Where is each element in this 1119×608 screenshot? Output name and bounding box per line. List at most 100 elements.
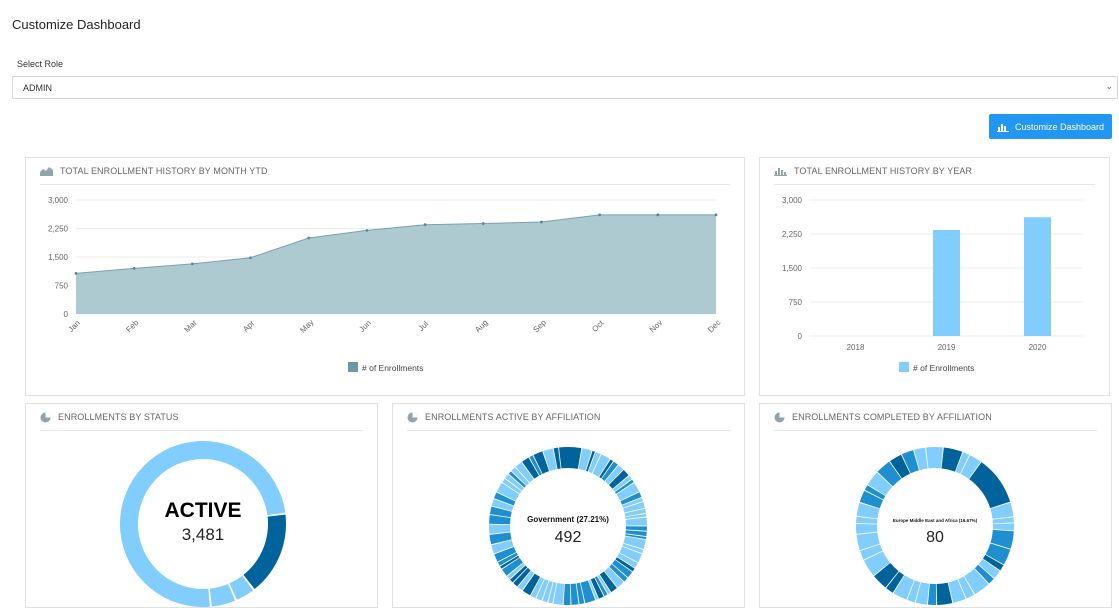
- donut-slice: [992, 523, 1014, 531]
- donut-slice: [864, 485, 886, 500]
- y-tick-label: 750: [789, 298, 803, 307]
- donut-slice: [553, 447, 561, 469]
- y-tick-label: 1,500: [782, 264, 803, 273]
- donut-center-value: 3,481: [182, 525, 225, 544]
- donut-slice: [491, 540, 514, 554]
- x-tick-label: May: [298, 318, 315, 335]
- card-title: ENROLLMENTS BY STATUS: [58, 412, 179, 422]
- x-tick-label: Aug: [473, 318, 489, 334]
- donut-slice: [543, 448, 557, 471]
- donut-slice: [489, 524, 511, 534]
- donut-slice: [856, 516, 878, 524]
- donut-slice: [964, 568, 989, 595]
- donut-slice: [496, 482, 520, 501]
- card-header: TOTAL ENROLLMENT HISTORY BY MONTH YTD: [40, 158, 730, 185]
- donut-slice: [505, 474, 525, 491]
- pie-chart-icon: [40, 412, 51, 422]
- donut-slice: [907, 580, 921, 603]
- y-tick-label: 3,000: [782, 196, 803, 205]
- donut-slice: [622, 543, 644, 554]
- pie-chart-icon: [407, 412, 418, 422]
- donut-slice: [494, 546, 517, 562]
- active-affiliation-donut-chart: Government (27.21%) 492: [489, 447, 647, 605]
- x-tick-label: Feb: [124, 318, 141, 335]
- donut-slice: [594, 576, 608, 597]
- donut-slice: [502, 478, 522, 494]
- donut-slice: [553, 582, 565, 605]
- donut-slice: [620, 492, 642, 505]
- donut-center-label: ACTIVE: [164, 499, 241, 522]
- donut-slice: [625, 517, 647, 526]
- card-enrollments-by-status: ENROLLMENTS BY STATUS ACTIVE 3,481: [25, 403, 378, 608]
- donut-slice: [625, 526, 647, 531]
- donut-center-value: 492: [555, 529, 582, 546]
- x-tick-label: Mar: [183, 318, 199, 334]
- card-enrollment-by-month: TOTAL ENROLLMENT HISTORY BY MONTH YTD 3,…: [25, 157, 745, 396]
- donut-slice: [625, 534, 647, 540]
- donut-slice: [612, 559, 633, 578]
- card-header: ENROLLMENTS BY STATUS: [40, 404, 363, 431]
- year-bar-chart: 3,000 2,250 1,500 750 0 2018 2019 2020 # of Enro…: [782, 196, 1083, 373]
- donut-slice: [856, 532, 880, 551]
- donut-slice: [489, 506, 512, 518]
- donut-slice: [497, 552, 518, 566]
- donut-slice: [901, 450, 919, 474]
- donut-slice: [533, 451, 550, 474]
- x-tick-label: Dec: [706, 318, 722, 334]
- donut-slice: [612, 475, 632, 492]
- donut-slice: [580, 580, 596, 604]
- donut-slice: [914, 447, 928, 471]
- card-title: TOTAL ENROLLMENT HISTORY BY YEAR: [794, 166, 973, 176]
- data-point: [365, 229, 369, 232]
- donut-slice: [992, 517, 1014, 524]
- donut-slice: [542, 580, 553, 603]
- card-header: ENROLLMENTS COMPLETED BY AFFILIATION: [774, 404, 1097, 431]
- legend-swatch: [348, 362, 358, 372]
- x-tick-label: Nov: [648, 318, 664, 334]
- donut-slice: [590, 577, 604, 599]
- donut-slice: [578, 448, 592, 471]
- y-tick-label: 0: [64, 310, 69, 319]
- data-point: [656, 213, 660, 217]
- data-point: [481, 222, 485, 225]
- bar-chart-icon: [774, 168, 787, 176]
- customize-dashboard-label: Customize Dashboard: [1014, 121, 1105, 132]
- y-tick-label: 1,500: [48, 253, 69, 262]
- donut-slice: [616, 482, 640, 501]
- bar: [933, 229, 960, 336]
- donut-slice: [617, 553, 638, 568]
- y-tick-label: 2,250: [48, 225, 69, 234]
- donut-slice: [209, 583, 236, 607]
- donut-slice: [494, 492, 516, 506]
- donut-slice: [625, 513, 647, 520]
- card-completed-by-affiliation: ENROLLMENTS COMPLETED BY AFFILIATION Eur…: [759, 403, 1112, 608]
- bar: [1024, 217, 1051, 336]
- role-select[interactable]: ADMIN ⌄: [12, 76, 1118, 99]
- data-point: [190, 262, 194, 266]
- x-tick-label: Sep: [531, 318, 548, 335]
- donut-slice: [859, 490, 884, 509]
- donut-slice: [491, 499, 514, 512]
- donut-slice: [570, 583, 579, 605]
- donut-slice: [510, 565, 528, 583]
- donut-slice: [502, 557, 523, 576]
- pie-chart-icon: [774, 412, 785, 422]
- donut-slice: [522, 573, 541, 596]
- donut-slice: [974, 564, 994, 584]
- x-tick-label: Apr: [241, 318, 256, 333]
- donut-slice: [597, 574, 611, 594]
- donut-slice: [619, 546, 642, 563]
- customize-dashboard-button[interactable]: Customize Dashboard: [989, 114, 1112, 139]
- card-enrollment-by-year: TOTAL ENROLLMENT HISTORY BY YEAR 3,000 2,…: [759, 157, 1110, 396]
- donut-slice: [985, 543, 1011, 565]
- status-donut-chart: ACTIVE 3,481: [119, 441, 286, 607]
- bar-chart-icon: [996, 123, 1009, 132]
- page-title: Customize Dashboard: [12, 17, 141, 32]
- donut-center-label: Europe Middle East and Africa (16.67%): [893, 518, 978, 523]
- donut-slice: [915, 582, 930, 605]
- donut-slice: [563, 583, 571, 605]
- donut-slice: [958, 576, 975, 599]
- donut-slice: [926, 447, 943, 469]
- donut-slice: [515, 462, 534, 483]
- x-tick-label: Jan: [66, 318, 81, 333]
